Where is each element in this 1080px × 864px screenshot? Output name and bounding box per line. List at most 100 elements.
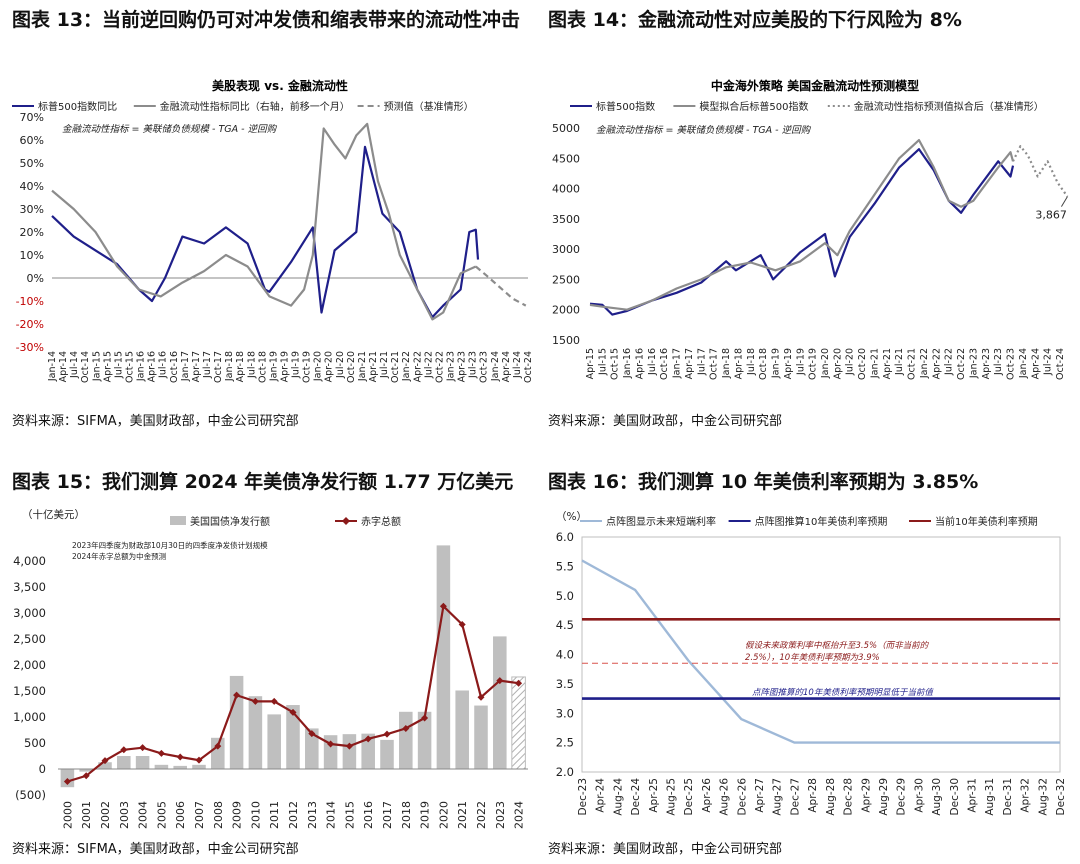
bar xyxy=(417,711,432,769)
x-tick-label: Dec-23 xyxy=(577,778,589,815)
x-tick-label: Dec-27 xyxy=(789,778,801,815)
bar xyxy=(511,676,526,770)
bar xyxy=(399,711,413,769)
data-point xyxy=(176,753,184,761)
bar xyxy=(305,728,319,769)
x-tick-label: Oct-17 xyxy=(709,348,720,380)
data-point xyxy=(308,730,316,738)
x-tick-label: Jan-18 xyxy=(224,351,235,382)
legend-label: 模型拟合后标普500指数 xyxy=(699,100,808,113)
legend-label: 美国国债净发行额 xyxy=(190,515,270,528)
x-tick-label: Aug-29 xyxy=(878,778,890,816)
bar xyxy=(361,733,375,769)
x-tick-label: Jul-20 xyxy=(335,351,346,379)
x-tick-label: Jan-17 xyxy=(672,348,683,379)
y-tick-label: 2500 xyxy=(552,273,580,286)
x-tick-label: Apr-30 xyxy=(913,778,925,813)
y-tick-label: 6.0 xyxy=(556,530,574,544)
x-tick-label: 2007 xyxy=(193,801,206,829)
chart-annotation: 2.5%），10年美债利率预期为3.9% xyxy=(745,652,880,663)
x-tick-label: Apr-15 xyxy=(585,348,596,379)
chart-annotation: 金融流动性指标 = 美联储负债规模 - TGA - 逆回购 xyxy=(596,124,812,136)
y-tick-label: 2000 xyxy=(552,304,580,317)
data-point xyxy=(233,691,241,699)
panel-title: 图表 15：我们测算 2024 年美债净发行额 1.77 万亿美元 xyxy=(12,471,514,493)
end-label: 3,867 xyxy=(1035,209,1067,222)
bar xyxy=(380,739,394,769)
y-tick-label: 4.0 xyxy=(556,648,574,662)
legend-label: 赤字总额 xyxy=(361,515,401,528)
x-tick-label: Jul-23 xyxy=(468,351,479,379)
x-tick-label: Oct-22 xyxy=(956,348,967,380)
x-tick-label: 2019 xyxy=(419,801,432,829)
y-tick-label: 40% xyxy=(20,180,44,193)
source-note: 资料来源：SIFMA，美国财政部，中金公司研究部 xyxy=(12,842,299,857)
bar xyxy=(286,705,300,769)
chart-note: 2023年四季度为财政部10月30日的四季度净发债计划规模 xyxy=(72,540,268,550)
x-tick-label: 2017 xyxy=(381,801,394,829)
x-tick-label: Apr-15 xyxy=(102,351,113,382)
x-tick-label: Oct-15 xyxy=(124,351,135,383)
data-point xyxy=(270,697,278,705)
legend-label: 金融流动性指标同比（右轴，前移一个月） xyxy=(160,100,350,113)
chart-note: 2024年赤字总额为中金预测 xyxy=(72,551,166,561)
y-tick-label: 0% xyxy=(27,272,44,285)
data-point xyxy=(458,620,466,628)
x-tick-label: Oct-20 xyxy=(346,351,357,383)
x-tick-label: Jul-16 xyxy=(647,348,658,376)
bar xyxy=(455,690,469,769)
legend-label: 点阵图显示未来短端利率 xyxy=(606,515,716,528)
x-tick-label: Jan-23 xyxy=(446,351,457,382)
x-tick-label: Jan-20 xyxy=(820,348,831,379)
data-point xyxy=(327,740,335,748)
y-tick-label: 60% xyxy=(20,134,44,147)
x-tick-label: Oct-24 xyxy=(523,351,534,383)
y-tick-label: 4000 xyxy=(552,183,580,196)
x-tick-label: Apr-17 xyxy=(684,348,695,379)
unit-label: （%） xyxy=(556,511,587,523)
bar xyxy=(342,734,357,769)
x-tick-label: Oct-14 xyxy=(80,351,91,383)
x-tick-label: Apr-24 xyxy=(501,351,512,382)
panel-title: 图表 14：金融流动性对应美股的下行风险为 8% xyxy=(548,9,962,31)
x-tick-label: 2002 xyxy=(99,801,112,829)
chart-title: 美股表现 vs. 金融流动性 xyxy=(212,78,348,93)
bar xyxy=(436,545,451,769)
data-point xyxy=(402,724,410,732)
x-tick-label: 2003 xyxy=(118,801,131,829)
legend-label: 当前10年美债利率预期 xyxy=(935,515,1038,528)
x-tick-label: Jul-24 xyxy=(1043,348,1054,376)
y-tick-label: 1500 xyxy=(552,334,580,347)
y-tick-label: 5000 xyxy=(552,122,580,135)
chart-treasury-issuance: （十亿美元） 美国国债净发行额 赤字总额 2023年四季度为财政部10月30日的四季度… xyxy=(13,508,528,829)
x-tick-label: Apr-22 xyxy=(931,348,942,379)
data-point xyxy=(477,693,485,701)
source-note: 资料来源：美国财政部，中金公司研究部 xyxy=(548,414,783,429)
source-note: 资料来源：美国财政部，中金公司研究部 xyxy=(548,842,783,857)
y-tick-label: -10% xyxy=(16,295,44,308)
x-tick-label: 2013 xyxy=(306,801,319,829)
series-line xyxy=(581,559,1060,744)
y-tick-label: 5.5 xyxy=(556,559,574,573)
y-tick-label: 500 xyxy=(24,736,46,750)
x-tick-label: Apr-16 xyxy=(634,348,645,379)
x-tick-label: Dec-32 xyxy=(1055,778,1067,815)
x-tick-label: Oct-17 xyxy=(213,351,224,383)
x-tick-label: Jan-21 xyxy=(869,348,880,379)
x-tick-label: Oct-23 xyxy=(479,351,490,383)
x-tick-label: Apr-17 xyxy=(191,351,202,382)
x-tick-label: Oct-16 xyxy=(659,348,670,380)
x-tick-label: 2008 xyxy=(212,801,225,829)
x-tick-label: Jul-21 xyxy=(379,351,390,379)
panel-title: 图表 16：我们测算 10 年美债利率预期为 3.85% xyxy=(548,471,979,493)
x-tick-label: 2020 xyxy=(437,801,450,829)
x-tick-label: Oct-18 xyxy=(257,351,268,383)
x-tick-label: Jan-19 xyxy=(268,351,279,382)
data-point xyxy=(345,742,353,750)
x-tick-label: 2006 xyxy=(174,801,187,829)
x-tick-label: Oct-21 xyxy=(390,351,401,383)
bar xyxy=(248,696,263,769)
x-tick-label: Jul-18 xyxy=(746,348,757,376)
